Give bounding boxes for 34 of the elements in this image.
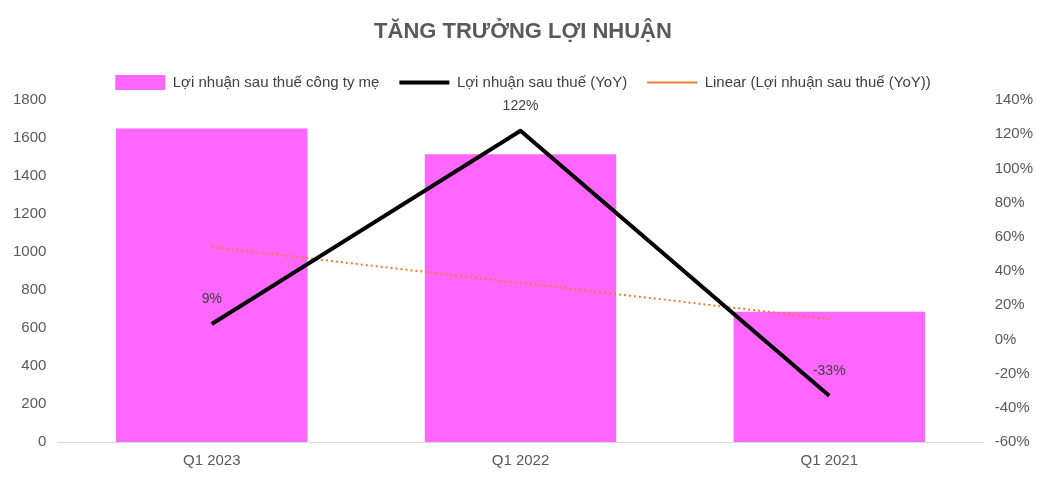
y2-tick-label: 40%: [994, 261, 1025, 279]
y2-tick-label: 120%: [994, 124, 1034, 142]
y2-tick-label: 100%: [994, 158, 1034, 176]
y-tick-label: 400: [21, 356, 47, 374]
y2-tick-label: 80%: [994, 192, 1025, 210]
y2-tick-label: -60%: [994, 432, 1030, 450]
y2-tick-label: -40%: [994, 397, 1030, 415]
bar: [116, 128, 308, 442]
y2-tick-label: 0%: [994, 329, 1017, 347]
legend-label: Lợi nhuận sau thuế công ty mẹ: [172, 72, 380, 90]
y2-tick-label: 140%: [994, 90, 1034, 108]
y2-tick-label: 20%: [994, 295, 1025, 313]
y2-tick-label: -20%: [994, 363, 1030, 381]
legend-label: Lợi nhuận sau thuế (YoY): [456, 72, 628, 90]
y2-tick-label: 60%: [994, 226, 1025, 244]
y-tick-label: 200: [21, 394, 47, 412]
y-tick-label: 1400: [12, 166, 47, 184]
y-tick-label: 1200: [12, 204, 47, 222]
y-tick-label: 1800: [12, 90, 47, 108]
chart-title: TĂNG TRƯỞNG LỢI NHUẬN: [373, 18, 673, 44]
y-tick-label: 0: [38, 432, 47, 450]
y-tick-label: 1600: [12, 128, 47, 146]
y-tick-label: 1000: [12, 242, 47, 260]
bar: [733, 311, 925, 442]
y-tick-label: 600: [21, 318, 47, 336]
x-tick-label: Q1 2023: [182, 451, 241, 469]
data-label: 122%: [502, 96, 539, 113]
bar: [424, 154, 617, 442]
y-tick-label: 800: [21, 280, 47, 298]
x-tick-label: Q1 2022: [491, 451, 550, 469]
data-label: 9%: [201, 289, 222, 306]
legend-label: Linear (Lợi nhuận sau thuế (YoY)): [704, 72, 931, 90]
data-label: -33%: [812, 361, 846, 378]
x-tick-label: Q1 2021: [800, 451, 859, 469]
